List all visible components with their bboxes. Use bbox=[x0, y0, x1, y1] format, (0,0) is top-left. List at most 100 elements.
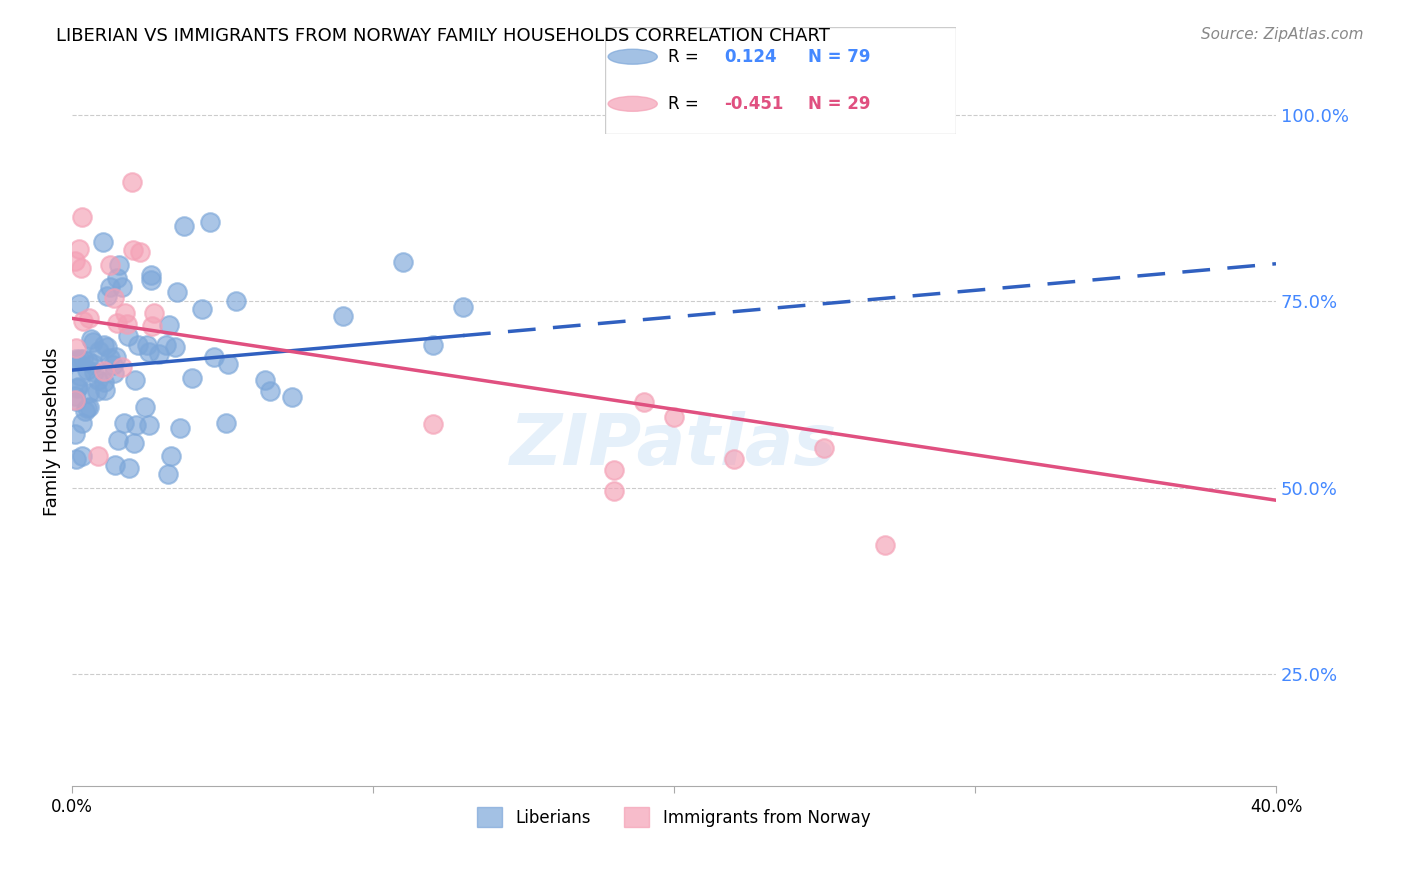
Point bbox=[65, 452, 87, 467]
Point bbox=[108, 258, 131, 272]
Text: R =: R = bbox=[668, 95, 704, 112]
Point bbox=[112, 416, 135, 430]
Point bbox=[114, 306, 136, 320]
Point bbox=[225, 294, 247, 309]
Point bbox=[157, 467, 180, 481]
Point bbox=[391, 255, 413, 269]
Point bbox=[163, 340, 186, 354]
Point bbox=[63, 389, 86, 403]
Point bbox=[98, 351, 121, 365]
Point bbox=[118, 460, 141, 475]
Point bbox=[70, 260, 93, 275]
Point bbox=[63, 254, 86, 268]
Point bbox=[104, 458, 127, 472]
Point bbox=[111, 360, 134, 375]
Point bbox=[104, 350, 127, 364]
Point bbox=[103, 291, 125, 305]
Point bbox=[723, 452, 745, 467]
Point bbox=[103, 366, 125, 380]
Point bbox=[69, 351, 91, 366]
Point bbox=[105, 316, 128, 330]
Point bbox=[82, 335, 104, 350]
Point bbox=[281, 390, 304, 404]
Point bbox=[93, 376, 115, 390]
Point bbox=[70, 211, 93, 225]
Point bbox=[98, 258, 121, 272]
Point bbox=[111, 280, 134, 294]
Point bbox=[63, 354, 86, 368]
Point bbox=[136, 338, 159, 352]
Point bbox=[67, 243, 90, 257]
Point bbox=[63, 393, 86, 408]
Point bbox=[67, 380, 90, 394]
Point bbox=[813, 442, 835, 456]
Point bbox=[155, 338, 177, 352]
Point bbox=[87, 373, 110, 387]
Point bbox=[198, 215, 221, 229]
Text: N = 29: N = 29 bbox=[808, 95, 870, 112]
Point bbox=[93, 337, 115, 351]
Point bbox=[173, 219, 195, 233]
Point bbox=[134, 401, 156, 415]
Point bbox=[181, 371, 204, 385]
Point bbox=[115, 317, 138, 331]
Point bbox=[87, 343, 110, 358]
Text: LIBERIAN VS IMMIGRANTS FROM NORWAY FAMILY HOUSEHOLDS CORRELATION CHART: LIBERIAN VS IMMIGRANTS FROM NORWAY FAMIL… bbox=[56, 27, 830, 45]
Point bbox=[202, 350, 225, 364]
Point bbox=[67, 297, 90, 311]
Text: R =: R = bbox=[668, 48, 704, 66]
Point bbox=[124, 373, 146, 387]
Point bbox=[98, 280, 121, 294]
Point bbox=[96, 340, 118, 354]
Point bbox=[94, 383, 117, 397]
Point bbox=[166, 285, 188, 300]
FancyBboxPatch shape bbox=[605, 27, 956, 134]
Point bbox=[602, 484, 624, 499]
Point bbox=[65, 341, 87, 355]
Point bbox=[142, 306, 165, 320]
Point bbox=[422, 417, 444, 431]
Point bbox=[105, 270, 128, 285]
Text: -0.451: -0.451 bbox=[724, 95, 783, 112]
Point bbox=[121, 243, 143, 257]
Point bbox=[125, 417, 148, 432]
Text: ZIPatlas: ZIPatlas bbox=[510, 411, 838, 480]
Point bbox=[65, 351, 87, 366]
Point bbox=[259, 384, 281, 398]
Point bbox=[602, 463, 624, 477]
Point bbox=[253, 373, 276, 387]
Point bbox=[63, 427, 86, 442]
Point bbox=[217, 357, 239, 371]
Point bbox=[76, 354, 98, 368]
Point bbox=[141, 318, 163, 333]
Point bbox=[77, 400, 100, 414]
Point bbox=[215, 416, 238, 430]
Point bbox=[101, 358, 124, 372]
Point bbox=[65, 393, 87, 408]
Point bbox=[662, 409, 685, 424]
Legend: Liberians, Immigrants from Norway: Liberians, Immigrants from Norway bbox=[471, 800, 877, 834]
Point bbox=[157, 318, 180, 332]
Point bbox=[66, 381, 89, 395]
Point bbox=[138, 417, 160, 432]
Point bbox=[873, 538, 896, 552]
Point bbox=[138, 345, 160, 359]
Point bbox=[83, 365, 105, 379]
Point bbox=[73, 403, 96, 417]
Text: N = 79: N = 79 bbox=[808, 48, 870, 66]
Point bbox=[332, 309, 354, 323]
Point bbox=[127, 337, 149, 351]
Point bbox=[121, 175, 143, 189]
Point bbox=[76, 363, 98, 377]
Point bbox=[122, 436, 145, 450]
Point bbox=[93, 364, 115, 378]
Point bbox=[633, 395, 655, 409]
Point bbox=[422, 338, 444, 352]
Point bbox=[191, 301, 214, 316]
Point bbox=[148, 347, 170, 361]
Point bbox=[117, 329, 139, 343]
Point bbox=[139, 268, 162, 283]
Point bbox=[79, 386, 101, 401]
Point bbox=[80, 332, 103, 346]
Point bbox=[70, 417, 93, 431]
